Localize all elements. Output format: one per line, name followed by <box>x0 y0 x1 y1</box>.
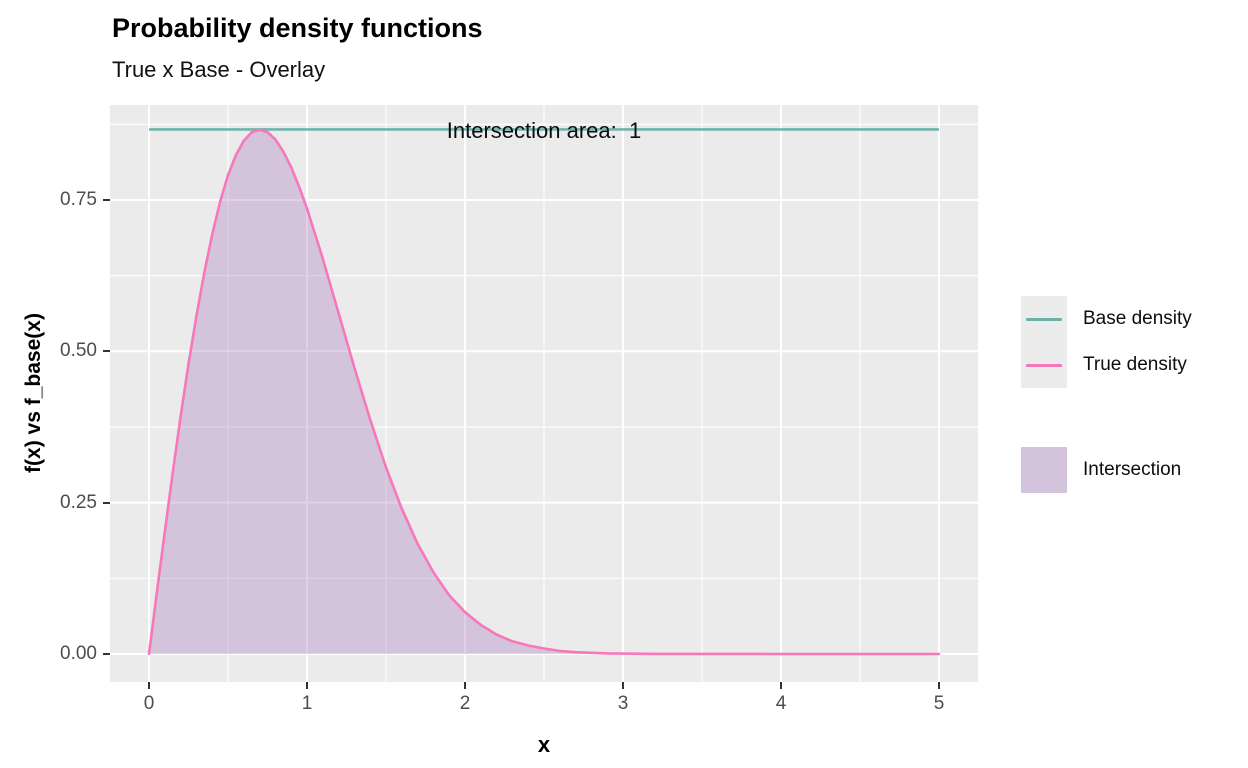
chart-title: Probability density functions <box>112 13 483 43</box>
x-tick-mark <box>306 682 308 689</box>
x-tick-label-5: 5 <box>933 693 945 714</box>
x-tick-label-2: 2 <box>459 693 471 714</box>
y-tick-label-0.75: 0.75 <box>60 189 97 210</box>
true-density-curve <box>147 128 941 656</box>
plot-svg <box>110 105 978 682</box>
legend-label-true-density: True density <box>1083 354 1187 375</box>
legend-key-base-density <box>1021 296 1067 342</box>
y-tick-mark <box>103 653 110 655</box>
x-tick-mark <box>148 682 150 689</box>
x-tick-mark <box>780 682 782 689</box>
legend-label-base-density: Base density <box>1083 308 1192 329</box>
y-tick-mark <box>103 199 110 201</box>
legend-key-true-density <box>1021 342 1067 388</box>
x-tick-label-1: 1 <box>301 693 313 714</box>
chart-subtitle: True x Base - Overlay <box>112 57 326 82</box>
y-tick-mark <box>103 350 110 352</box>
y-tick-label-0.50: 0.50 <box>60 340 97 361</box>
y-tick-label-0.00: 0.00 <box>60 643 97 664</box>
y-axis-title: f(x) vs f_base(x) <box>22 313 45 473</box>
base-density-line-swatch <box>1026 318 1062 321</box>
y-tick-mark <box>103 502 110 504</box>
plot-panel <box>110 105 978 682</box>
x-tick-mark <box>622 682 624 689</box>
x-tick-label-3: 3 <box>617 693 629 714</box>
legend-key-intersection <box>1021 447 1067 493</box>
legend-label-intersection: Intersection <box>1083 459 1182 480</box>
x-tick-label-4: 4 <box>775 693 787 714</box>
x-tick-mark <box>938 682 940 689</box>
y-tick-label-0.25: 0.25 <box>60 492 97 513</box>
x-tick-label-0: 0 <box>143 693 155 714</box>
intersection-fill-swatch <box>1021 447 1067 493</box>
x-tick-mark <box>464 682 466 689</box>
x-axis-title: x <box>537 732 551 757</box>
intersection-area-fill <box>149 129 939 655</box>
true-density-line-swatch <box>1026 364 1062 367</box>
